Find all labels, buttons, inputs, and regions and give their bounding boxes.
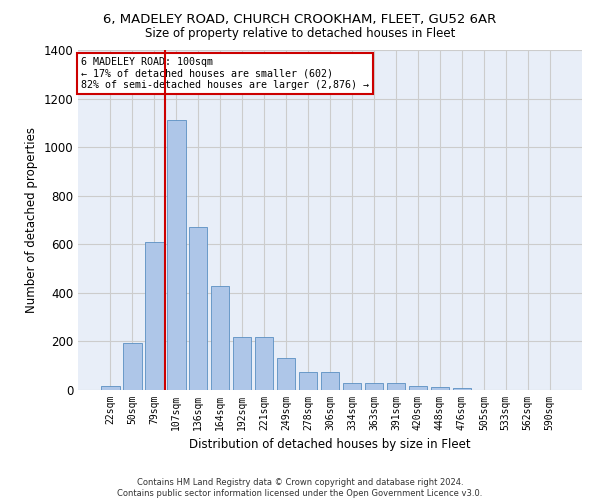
- Bar: [277, 358, 295, 390]
- Bar: [299, 372, 317, 390]
- Y-axis label: Number of detached properties: Number of detached properties: [25, 127, 38, 313]
- Text: Size of property relative to detached houses in Fleet: Size of property relative to detached ho…: [145, 28, 455, 40]
- Bar: [167, 120, 185, 390]
- Bar: [431, 387, 449, 390]
- Bar: [365, 382, 383, 390]
- Bar: [189, 228, 208, 390]
- Bar: [343, 382, 361, 390]
- Bar: [386, 384, 405, 390]
- Bar: [145, 242, 164, 390]
- Bar: [101, 386, 119, 390]
- Text: Contains HM Land Registry data © Crown copyright and database right 2024.
Contai: Contains HM Land Registry data © Crown c…: [118, 478, 482, 498]
- Text: 6 MADELEY ROAD: 100sqm
← 17% of detached houses are smaller (602)
82% of semi-de: 6 MADELEY ROAD: 100sqm ← 17% of detached…: [80, 57, 368, 90]
- Bar: [255, 336, 274, 390]
- Bar: [233, 336, 251, 390]
- Bar: [211, 286, 229, 390]
- Bar: [452, 388, 471, 390]
- Bar: [123, 342, 142, 390]
- Bar: [320, 372, 340, 390]
- Bar: [409, 386, 427, 390]
- X-axis label: Distribution of detached houses by size in Fleet: Distribution of detached houses by size …: [189, 438, 471, 452]
- Text: 6, MADELEY ROAD, CHURCH CROOKHAM, FLEET, GU52 6AR: 6, MADELEY ROAD, CHURCH CROOKHAM, FLEET,…: [103, 12, 497, 26]
